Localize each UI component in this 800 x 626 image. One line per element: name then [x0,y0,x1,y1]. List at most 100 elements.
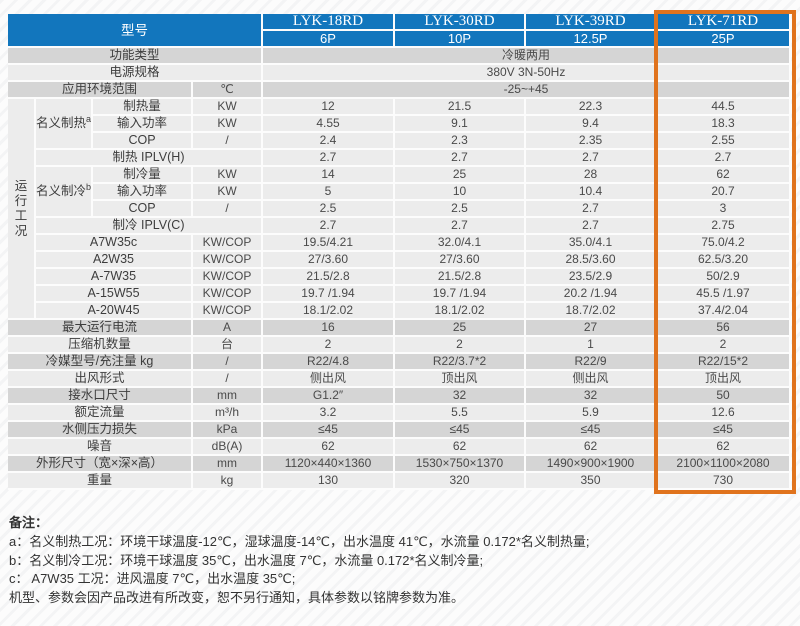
model-capacity-2: 12.5P [526,31,657,48]
heating-row-label-1: 输入功率 [93,116,193,133]
spec-unit-5: m³/h [193,405,263,422]
spec-7-value-0: 62 [263,439,395,456]
spec-5-value-3: 12.6 [657,405,791,422]
spec-4-value-1: 32 [395,388,526,405]
spec-3-value-0: 侧出风 [263,371,395,388]
model-capacity-0: 6P [263,31,395,48]
spec-6-value-1: ≤45 [395,422,526,439]
cooling-row-unit-0: KW [193,167,263,184]
spec-unit-9: kg [193,473,263,490]
condition-unit-0: KW/COP [193,235,263,252]
heating-row-label-2: COP [93,133,193,150]
spec-unit-8: mm [193,456,263,473]
cooling-row-1-value-0: 5 [263,184,395,201]
heating-row-2-value-0: 2.4 [263,133,395,150]
spec-label-9: 重量 [8,473,193,490]
condition-1-value-3: 62.5/3.20 [657,252,791,269]
condition-0-value-0: 19.5/4.21 [263,235,395,252]
spec-label-1: 压缩机数量 [8,337,193,354]
cooling-iplv-value-0: 2.7 [263,218,395,235]
condition-0-value-1: 32.0/4.1 [395,235,526,252]
model-name-1: LYK-30RD [395,14,526,31]
spec-1-value-1: 2 [395,337,526,354]
cooling-row-label-2: COP [93,201,193,218]
spec-0-value-3: 56 [657,320,791,337]
spec-2-value-3: R22/15*2 [657,354,791,371]
heating-iplv-value-0: 2.7 [263,150,395,167]
spec-1-value-0: 2 [263,337,395,354]
spec-label-8: 外形尺寸（宽×深×高） [8,456,193,473]
cooling-row-2-value-0: 2.5 [263,201,395,218]
condition-label-3: A-15W55 [36,286,193,303]
general-value-1: 380V 3N-50Hz [263,65,791,82]
spec-4-value-0: G1.2″ [263,388,395,405]
heating-row-2-value-3: 2.55 [657,133,791,150]
spec-4-value-2: 32 [526,388,657,405]
spec-7-value-2: 62 [526,439,657,456]
spec-8-value-3: 2100×1100×2080 [657,456,791,473]
spec-3-value-3: 顶出风 [657,371,791,388]
condition-3-value-1: 19.7 /1.94 [395,286,526,303]
note-line-a: a：名义制热工况：环境干球温度-12℃，湿球温度-14℃，出水温度 41℃，水流… [9,533,590,549]
spec-9-value-3: 730 [657,473,791,490]
cooling-row-2-value-1: 2.5 [395,201,526,218]
condition-unit-3: KW/COP [193,286,263,303]
spec-label-4: 接水口尺寸 [8,388,193,405]
cooling-row-unit-1: KW [193,184,263,201]
heating-row-label-0: 制热量 [93,99,193,116]
cooling-row-2-value-3: 3 [657,201,791,218]
heating-iplv-value-1: 2.7 [395,150,526,167]
cooling-row-0-value-0: 14 [263,167,395,184]
spec-label-5: 额定流量 [8,405,193,422]
cooling-row-2-value-2: 2.7 [526,201,657,218]
spec-6-value-2: ≤45 [526,422,657,439]
general-label-1: 电源规格 [8,65,263,82]
heating-row-unit-2: / [193,133,263,150]
condition-1-value-1: 27/3.60 [395,252,526,269]
general-value-0: 冷暖两用 [263,48,791,65]
model-header-label: 型号 [8,14,263,48]
spec-8-value-2: 1490×900×1900 [526,456,657,473]
heating-row-unit-1: KW [193,116,263,133]
heating-iplv-label: 制热 IPLV(H) [36,150,263,167]
condition-unit-4: KW/COP [193,303,263,320]
spec-8-value-0: 1120×440×1360 [263,456,395,473]
heating-row-2-value-1: 2.3 [395,133,526,150]
condition-label-0: A7W35c [36,235,193,252]
model-name-0: LYK-18RD [263,14,395,31]
cooling-row-1-value-2: 10.4 [526,184,657,201]
spec-label-6: 水侧压力损失 [8,422,193,439]
heating-iplv-value-2: 2.7 [526,150,657,167]
spec-2-value-1: R22/3.7*2 [395,354,526,371]
heating-row-1-value-3: 18.3 [657,116,791,133]
condition-unit-1: KW/COP [193,252,263,269]
heating-iplv-value-3: 2.7 [657,150,791,167]
spec-7-value-1: 62 [395,439,526,456]
spec-label-2: 冷媒型号/充注量 kg [8,354,193,371]
cooling-row-0-value-3: 62 [657,167,791,184]
cooling-row-0-value-2: 28 [526,167,657,184]
model-capacity-3: 25P [657,31,791,48]
general-unit-2: ℃ [193,82,263,99]
general-label-2: 应用环境范围 [8,82,193,99]
spec-3-value-2: 侧出风 [526,371,657,388]
condition-label-4: A-20W45 [36,303,193,320]
condition-3-value-2: 20.2 /1.94 [526,286,657,303]
condition-3-value-3: 45.5 /1.97 [657,286,791,303]
spec-0-value-2: 27 [526,320,657,337]
model-capacity-1: 10P [395,31,526,48]
spec-9-value-2: 350 [526,473,657,490]
spec-9-value-0: 130 [263,473,395,490]
condition-4-value-1: 18.1/2.02 [395,303,526,320]
spec-label-7: 噪音 [8,439,193,456]
condition-2-value-1: 21.5/2.8 [395,269,526,286]
heating-row-0-value-3: 44.5 [657,99,791,116]
spec-1-value-3: 2 [657,337,791,354]
spec-unit-4: mm [193,388,263,405]
spec-6-value-0: ≤45 [263,422,395,439]
cooling-row-label-0: 制冷量 [93,167,193,184]
condition-label-2: A-7W35 [36,269,193,286]
condition-4-value-0: 18.1/2.02 [263,303,395,320]
heating-row-0-value-2: 22.3 [526,99,657,116]
